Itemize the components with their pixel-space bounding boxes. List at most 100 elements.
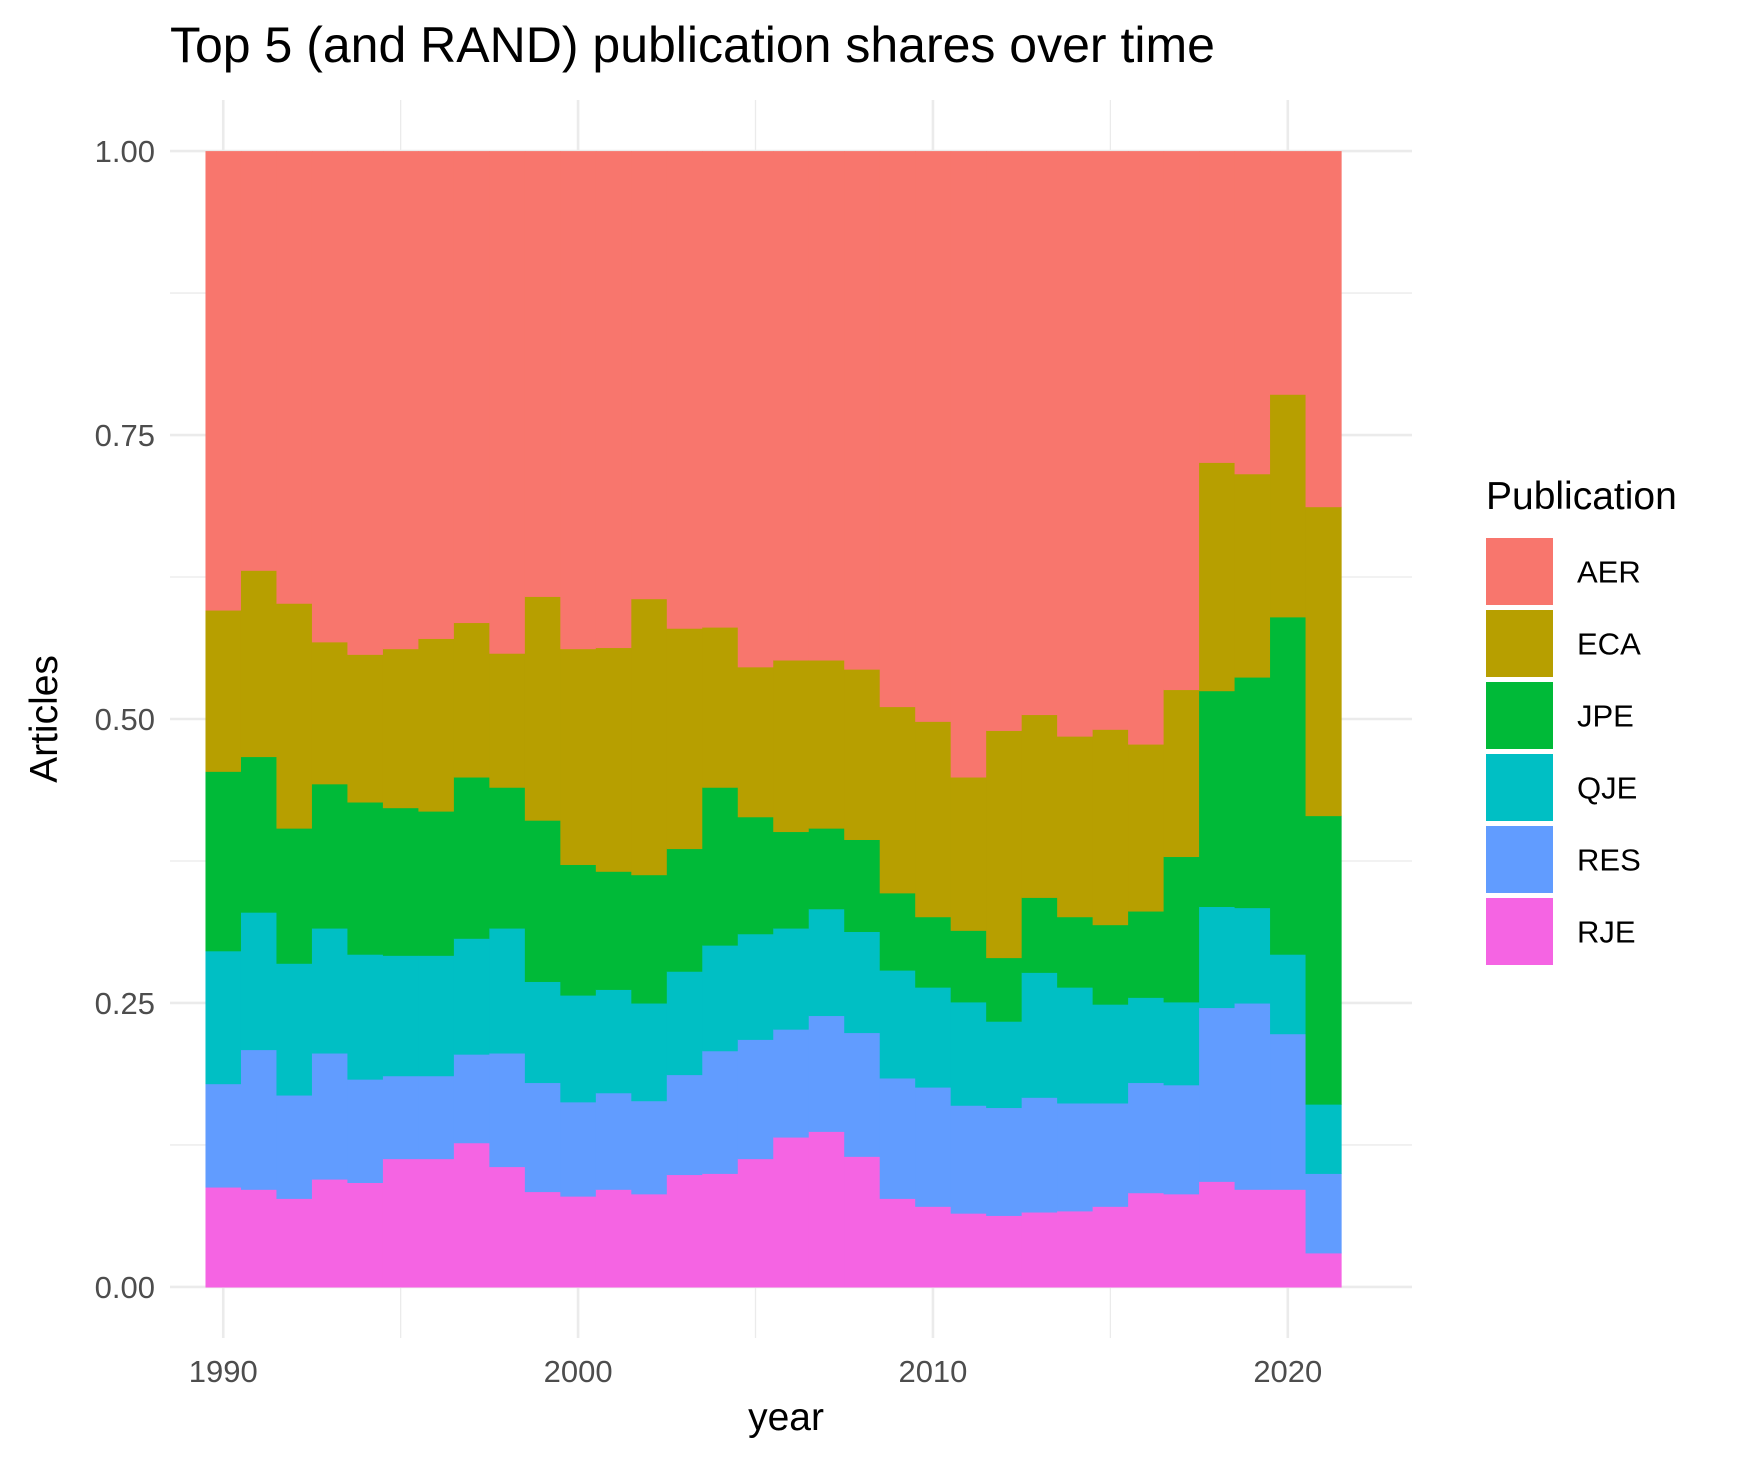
bar-qje-2001	[595, 989, 632, 1094]
bar-qje-2015	[1092, 1004, 1129, 1104]
bar-eca-2000	[560, 648, 597, 865]
bar-aer-2013	[1021, 151, 1058, 716]
bar-eca-1999	[524, 596, 561, 821]
bar-aer-2017	[1163, 151, 1200, 691]
bar-qje-2010	[915, 987, 952, 1088]
bar-res-2006	[773, 1029, 810, 1138]
bar-eca-2016	[1128, 743, 1165, 912]
bar-qje-1999	[524, 981, 561, 1084]
bar-eca-1993	[311, 641, 349, 785]
legend-key-jpe	[1486, 682, 1553, 749]
bar-eca-2020	[1270, 394, 1307, 618]
bar-qje-1998	[489, 927, 526, 1054]
bar-qje-2005	[737, 933, 774, 1040]
bar-aer-1992	[276, 151, 313, 604]
bar-res-2017	[1163, 1084, 1200, 1195]
legend-title: Publication	[1486, 475, 1677, 518]
legend-label-rje: RJE	[1577, 915, 1636, 950]
bar-rje-2010	[915, 1206, 952, 1288]
bar-qje-2004	[702, 945, 739, 1052]
y-tick-label: 0.50	[95, 702, 155, 737]
y-tick-label: 0.75	[95, 418, 155, 453]
bar-jpe-1990	[205, 771, 242, 952]
legend: Publication AER ECA JPE QJE RES RJE	[1486, 475, 1677, 965]
bar-res-2007	[808, 1015, 845, 1132]
bar-res-1998	[489, 1052, 526, 1168]
bar-res-1999	[524, 1082, 561, 1193]
bar-jpe-1999	[524, 820, 561, 982]
bar-rje-2001	[595, 1189, 632, 1288]
bar-qje-2008	[844, 931, 881, 1034]
bar-res-2001	[595, 1092, 632, 1190]
bar-eca-2009	[879, 706, 916, 894]
bar-qje-2000	[560, 994, 597, 1103]
legend-label-eca: ECA	[1577, 627, 1641, 662]
bar-eca-2013	[1021, 714, 1058, 898]
stacked-bars	[205, 151, 1342, 1288]
bar-res-1994	[347, 1079, 384, 1183]
y-tick-label: 1.00	[95, 134, 155, 169]
bar-aer-2012	[986, 151, 1023, 731]
bar-jpe-2021	[1305, 815, 1342, 1105]
bar-rje-1999	[524, 1191, 561, 1288]
bar-jpe-2019	[1234, 676, 1271, 909]
bar-qje-2019	[1234, 907, 1271, 1004]
bar-jpe-1997	[453, 776, 490, 939]
bar-aer-2014	[1057, 151, 1094, 737]
bar-rje-2021	[1305, 1252, 1342, 1288]
bar-qje-2018	[1199, 906, 1236, 1009]
bar-aer-2006	[773, 151, 810, 661]
bar-aer-2000	[560, 151, 597, 650]
bar-jpe-2006	[773, 831, 810, 929]
bar-rje-1993	[311, 1178, 349, 1288]
bar-eca-1996	[418, 638, 455, 812]
bar-res-1997	[453, 1054, 490, 1144]
bar-rje-2009	[879, 1198, 916, 1288]
bar-eca-2012	[986, 730, 1023, 959]
bar-rje-2005	[737, 1158, 774, 1288]
bar-jpe-2020	[1270, 616, 1307, 955]
bar-jpe-2002	[631, 874, 668, 1004]
bar-eca-2011	[950, 776, 987, 931]
bar-eca-2021	[1305, 506, 1342, 817]
bar-aer-1998	[489, 151, 526, 654]
bar-res-2016	[1128, 1082, 1165, 1194]
y-axis-title: Articles	[23, 655, 66, 783]
legend-key-res	[1486, 826, 1553, 893]
bar-res-1990	[205, 1083, 242, 1188]
bar-res-2014	[1057, 1102, 1094, 1212]
bar-jpe-2004	[702, 787, 739, 946]
bar-jpe-2000	[560, 864, 597, 996]
bar-eca-2008	[844, 669, 881, 840]
bar-eca-2004	[702, 627, 739, 788]
bar-aer-2009	[879, 151, 916, 708]
bar-eca-1995	[382, 648, 419, 809]
bar-qje-2017	[1163, 1001, 1200, 1086]
bar-qje-1994	[347, 954, 384, 1080]
bar-qje-1997	[453, 938, 490, 1055]
bar-aer-2004	[702, 151, 739, 628]
bar-rje-2019	[1234, 1189, 1271, 1288]
bar-rje-2008	[844, 1156, 881, 1288]
bar-aer-2011	[950, 151, 987, 778]
bar-res-2000	[560, 1101, 597, 1197]
bar-qje-1992	[276, 963, 313, 1096]
bar-jpe-2018	[1199, 690, 1236, 908]
legend-label-qje: QJE	[1577, 771, 1637, 806]
bar-aer-1990	[205, 151, 242, 611]
bar-res-1992	[276, 1094, 313, 1199]
bar-rje-2002	[631, 1193, 668, 1288]
bar-jpe-1994	[347, 801, 384, 955]
bar-qje-2014	[1057, 987, 1094, 1104]
bar-qje-1990	[205, 950, 242, 1085]
bar-aer-2020	[1270, 151, 1307, 395]
bar-eca-2014	[1057, 736, 1094, 918]
bar-eca-1994	[347, 654, 384, 803]
bar-eca-2001	[595, 647, 632, 872]
bar-qje-1996	[418, 955, 455, 1077]
bar-jpe-2007	[808, 828, 845, 910]
bar-rje-2003	[666, 1174, 703, 1288]
legend-key-qje	[1486, 754, 1553, 821]
bar-rje-1991	[240, 1189, 278, 1288]
bar-aer-1994	[347, 151, 384, 655]
